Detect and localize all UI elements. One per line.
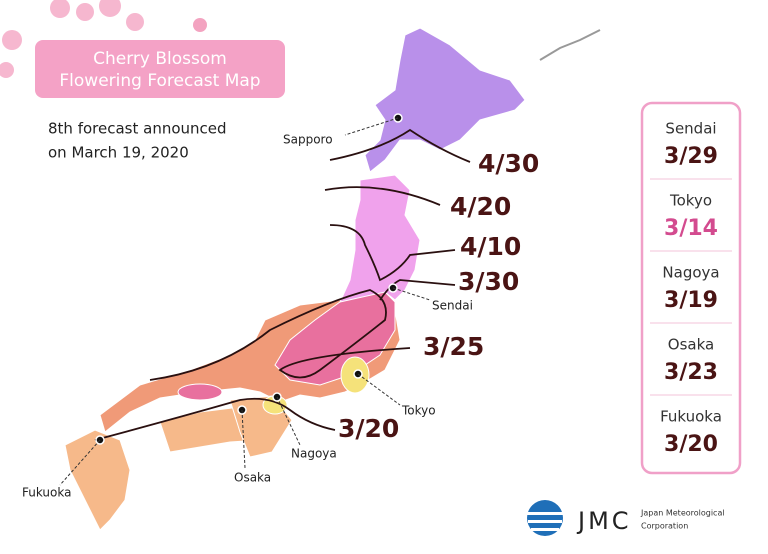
tohoku (339, 174, 421, 311)
panel-city: Osaka (668, 336, 714, 354)
isoline-label: 4/20 (450, 192, 511, 221)
panel-city: Sendai (665, 120, 716, 138)
city-label: Tokyo (401, 404, 436, 418)
city-label: Fukuoka (22, 486, 71, 500)
logo: JMC Japan Meteorological Corporation (527, 500, 725, 536)
kyushu (64, 429, 131, 531)
leaders (59, 117, 431, 486)
isoline-label: 4/10 (460, 232, 521, 261)
title-box (35, 40, 285, 98)
hiroshima-zone (177, 383, 223, 401)
forecast-panel: Sendai 3/29 Tokyo 3/14 Nagoya 3/19 Osaka 3/23 Fu… (640, 101, 742, 475)
title: Cherry Blossom (93, 49, 227, 69)
hokkaido (364, 27, 526, 173)
title: Flowering Forecast Map (59, 71, 260, 91)
isoline-label: 3/20 (338, 414, 399, 443)
isoline-label: 4/30 (478, 149, 539, 178)
japan-map (64, 27, 601, 531)
subtitle: 8th forecast announced (48, 120, 227, 138)
city-label: Sendai (432, 299, 473, 313)
isoline-label: 3/30 (458, 267, 519, 296)
city-label: Osaka (234, 471, 271, 485)
panel-city: Fukuoka (660, 408, 722, 426)
panel-date: 3/29 (664, 144, 718, 169)
isoline-label: 3/25 (423, 332, 484, 361)
logo-name: Japan Meteorological (640, 509, 725, 518)
panel-city: Nagoya (662, 264, 719, 282)
logo-mark: JMC (576, 507, 632, 535)
panel-date: 3/19 (664, 288, 718, 313)
city-label: Sapporo (283, 133, 333, 147)
blossom-decoration (0, 0, 207, 78)
islands (539, 29, 601, 61)
panel-date: 3/23 (664, 360, 718, 385)
city-label: Nagoya (291, 447, 337, 461)
subtitle: on March 19, 2020 (48, 144, 189, 162)
logo-name: Corporation (641, 522, 688, 531)
isolines (94, 128, 471, 441)
panel-city: Tokyo (669, 192, 712, 210)
panel-date: 3/14 (664, 216, 718, 241)
panel-date: 3/20 (664, 432, 718, 457)
